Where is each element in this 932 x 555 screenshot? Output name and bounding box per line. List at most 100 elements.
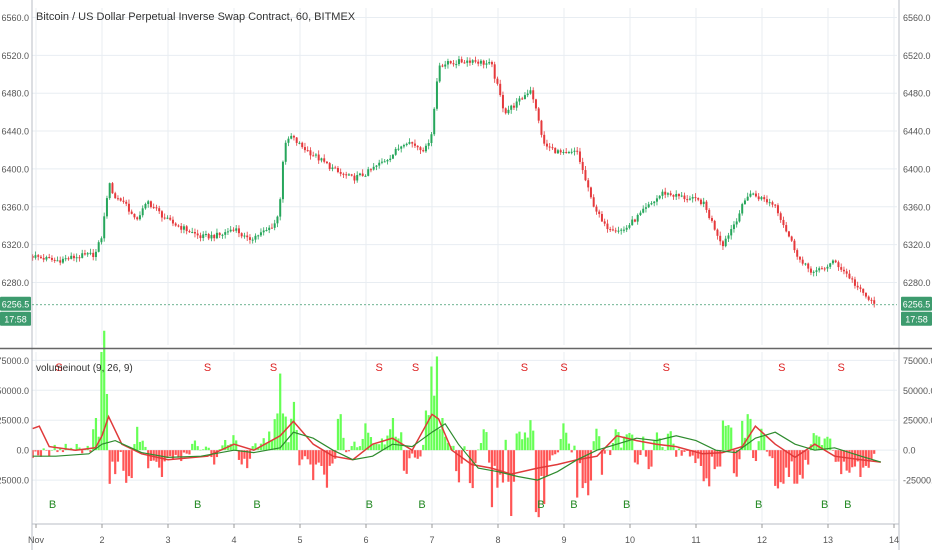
volume-bar — [81, 450, 84, 454]
candle-body — [127, 203, 130, 212]
candle-body — [595, 206, 598, 212]
volume-bar — [325, 450, 329, 488]
candle-body — [433, 108, 436, 135]
candle-body — [672, 194, 675, 197]
candle-body — [402, 145, 405, 147]
candle-body — [647, 204, 650, 208]
volume-bar — [444, 436, 447, 451]
candle-body — [94, 251, 97, 258]
macd-line — [32, 422, 881, 481]
volume-bar — [587, 450, 590, 496]
candle-body — [669, 193, 672, 195]
volume-bar — [559, 438, 562, 451]
volume-bar — [545, 450, 549, 476]
volume-bar — [526, 437, 529, 451]
volume-bar — [358, 446, 362, 451]
candle-body — [562, 151, 565, 153]
volume-bar — [202, 449, 205, 451]
candle-body — [694, 197, 697, 199]
candle-body — [848, 273, 851, 279]
volume-bar — [268, 431, 271, 451]
buy-signal-marker: B — [49, 499, 56, 511]
volume-bar — [452, 445, 455, 451]
candle-body — [290, 135, 293, 139]
volume-bar — [64, 443, 67, 451]
candle-body — [636, 214, 639, 222]
candle-body — [818, 268, 821, 271]
candle-body — [430, 134, 433, 143]
volume-bar — [422, 444, 425, 451]
volume-bar — [807, 450, 810, 465]
volume-bar — [768, 450, 771, 457]
volume-bar — [515, 433, 518, 451]
volume-bar — [752, 450, 755, 459]
price-tick-label-left: 6440.0 — [1, 127, 29, 137]
volume-bar — [196, 446, 199, 451]
volume-bar — [741, 420, 744, 451]
volume-bar — [331, 450, 334, 464]
volume-bar — [276, 413, 279, 451]
volume-bar — [350, 446, 353, 451]
candle-body — [180, 226, 183, 230]
volume-bar — [642, 436, 645, 451]
volume-bar — [592, 441, 595, 451]
volume-bar — [416, 450, 419, 459]
candle-body — [512, 105, 515, 108]
candle-body — [328, 163, 331, 170]
volume-tick-label-right: 0.0 — [903, 446, 916, 456]
volume-bar — [328, 450, 331, 466]
volume-bar — [523, 432, 527, 451]
candle-body — [705, 201, 708, 210]
volume-bar — [666, 433, 670, 451]
candle-body — [466, 60, 469, 63]
candle-body — [177, 225, 180, 227]
volume-bar — [859, 450, 862, 477]
volume-bar — [163, 450, 166, 462]
volume-bar — [873, 450, 876, 454]
candle-body — [56, 260, 59, 262]
candle-body — [796, 250, 799, 257]
price-tick-label-left: 6360.0 — [1, 202, 29, 212]
volume-bar — [501, 450, 505, 483]
candle-body — [210, 234, 213, 239]
volume-bar — [655, 432, 659, 451]
candle-body — [823, 268, 826, 270]
candle-body — [782, 219, 785, 226]
volume-bar — [732, 450, 736, 474]
candle-body — [826, 266, 829, 269]
last-price-text-right: 6256.5 — [903, 299, 931, 309]
candle-body — [642, 208, 645, 213]
volume-bar — [78, 447, 81, 451]
candle-body — [614, 230, 617, 232]
signal-line — [32, 413, 881, 475]
volume-bar — [323, 450, 326, 475]
candle-body — [768, 202, 771, 204]
volume-bar — [383, 444, 386, 451]
signal-markers: S S S S S S S S S S B B B B B B B B B B B — [49, 362, 852, 511]
candle-body — [386, 160, 389, 162]
candle-body — [771, 202, 774, 205]
candle-body — [298, 142, 301, 144]
volume-bar — [815, 435, 818, 451]
candle-body — [350, 174, 353, 176]
candle-body — [809, 268, 812, 273]
volume-bar — [647, 450, 650, 470]
candle-body — [358, 173, 361, 176]
candle-body — [136, 217, 139, 220]
volume-bar — [565, 432, 568, 451]
volume-bar — [147, 450, 150, 469]
candle-body — [479, 60, 482, 64]
candle-body — [64, 258, 67, 260]
candle-body — [83, 253, 86, 255]
buy-signal-marker: B — [755, 499, 762, 511]
candle-body — [798, 256, 801, 260]
candle-body — [804, 263, 807, 265]
volume-bar — [625, 434, 628, 451]
candle-body — [281, 161, 284, 200]
candle-body — [589, 187, 592, 198]
volume-bar — [570, 450, 573, 453]
candle-body — [534, 99, 537, 109]
volume-bar — [727, 425, 730, 451]
volume-bar — [111, 450, 114, 462]
